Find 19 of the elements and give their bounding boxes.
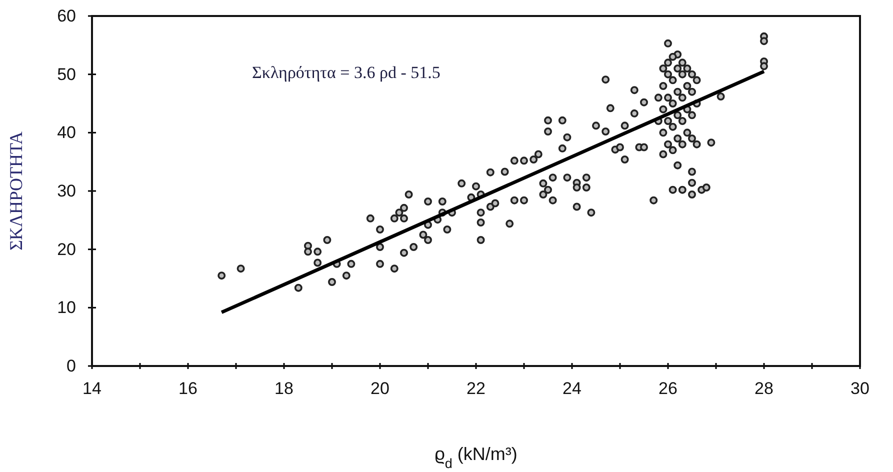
x-tick-label: 14 xyxy=(82,379,102,398)
x-tick-label: 18 xyxy=(274,379,294,398)
x-tick-label: 30 xyxy=(850,379,870,398)
y-tick-label: 0 xyxy=(66,356,76,376)
annotation: Σκληρότητα = 3.6 ρd - 51.5 xyxy=(252,63,440,82)
y-tick-label: 20 xyxy=(57,240,76,259)
x-axis-title: ϱ$_{d}$ (kN/m³) xyxy=(434,444,518,470)
x-tick-label: 26 xyxy=(658,379,678,398)
x-tick-label: 22 xyxy=(466,379,486,398)
y-tick-label: 30 xyxy=(57,181,76,200)
y-tick-label: 60 xyxy=(57,6,76,26)
y-tick-label: 40 xyxy=(57,123,76,142)
x-tick-label: 20 xyxy=(370,379,390,398)
x-tick-label: 24 xyxy=(562,379,582,398)
y-tick-label: 50 xyxy=(57,64,76,84)
x-tick-label: 16 xyxy=(178,379,198,398)
y-axis-title: ΣΚΛΗΡΟΤΗΤΑ xyxy=(6,131,26,251)
x-tick-label: 28 xyxy=(754,379,774,398)
y-tick-label: 10 xyxy=(57,298,76,318)
